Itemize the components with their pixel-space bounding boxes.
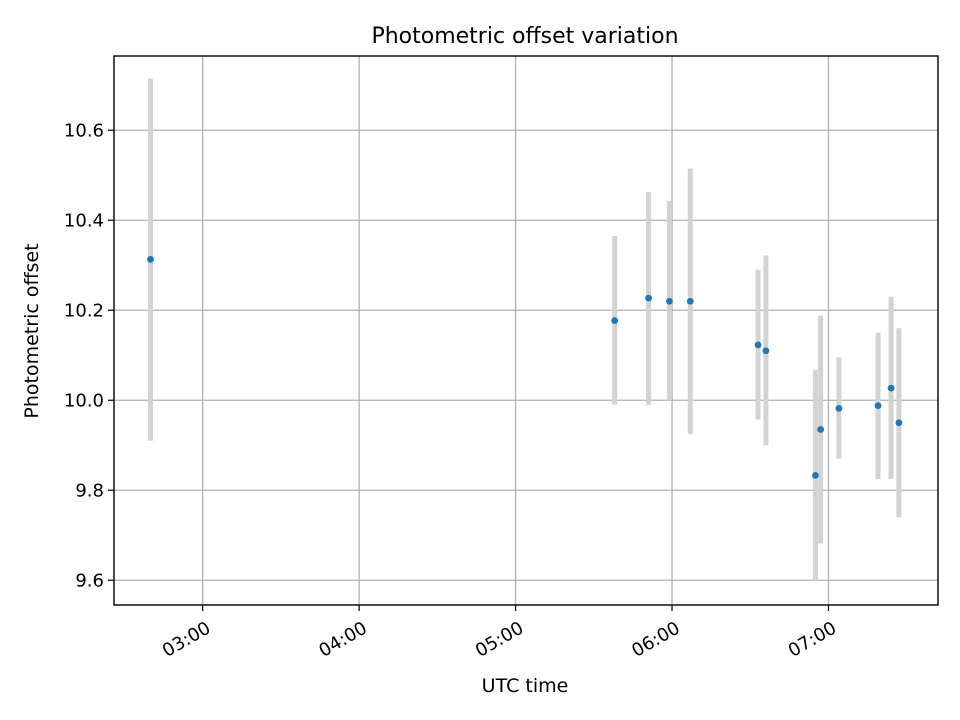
data-point <box>835 404 843 412</box>
x-axis-title: UTC time <box>482 675 569 697</box>
y-tick-label: 10.2 <box>64 300 104 321</box>
data-point <box>686 297 694 305</box>
data-point <box>666 297 673 305</box>
y-tick-label: 10.0 <box>64 390 104 411</box>
data-point <box>817 426 825 433</box>
y-tick-label: 10.4 <box>64 210 104 231</box>
chart-title: Photometric offset variation <box>371 24 678 49</box>
data-point <box>895 419 903 427</box>
data-point <box>645 294 652 302</box>
y-tick-label: 9.6 <box>75 570 104 591</box>
data-point <box>762 347 770 355</box>
data-point <box>874 402 882 410</box>
data-point <box>611 317 619 324</box>
y-tick-label: 10.6 <box>64 120 104 141</box>
y-axis-ticks: 9.6 9.8 10.0 10.2 10.4 10.6 <box>64 120 114 591</box>
data-point <box>754 341 762 349</box>
y-tick-label: 9.8 <box>75 480 104 501</box>
data-point <box>812 472 819 479</box>
plot-frame <box>113 55 939 606</box>
data-point <box>887 384 895 392</box>
y-axis-title: Photometric offset <box>21 243 43 418</box>
data-points <box>147 256 903 479</box>
data-point <box>147 256 154 263</box>
grid-lines <box>114 56 938 605</box>
